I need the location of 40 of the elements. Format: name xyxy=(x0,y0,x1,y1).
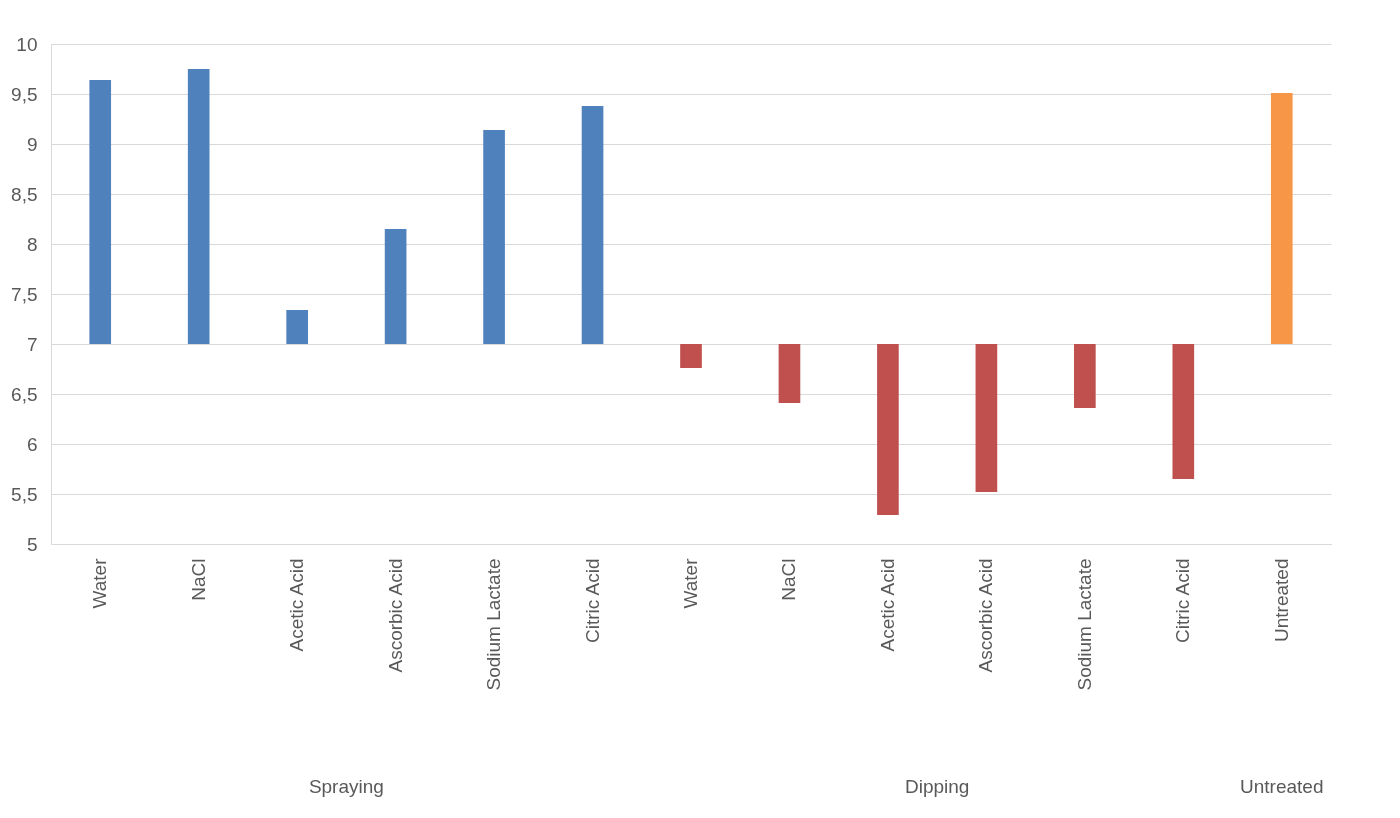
x-tick-label: Water xyxy=(680,557,701,609)
x-tick-label: Untreated xyxy=(1270,558,1292,642)
y-tick-label: 7,5 xyxy=(11,283,38,305)
x-tick-label: Ascorbic Acid xyxy=(975,558,997,673)
text: Untreated xyxy=(1240,776,1324,797)
y-tick-label: 6 xyxy=(26,433,38,455)
x-tick-label: Citric Acid xyxy=(1172,558,1194,643)
x-tick-label: Sodium Lactate xyxy=(1073,558,1095,691)
y-tick-label: 8 xyxy=(26,233,38,255)
y-tick-label: 5 xyxy=(26,533,38,555)
x-tick-label: Acetic Acid xyxy=(286,558,308,652)
bar xyxy=(483,130,505,344)
bar xyxy=(384,229,407,344)
bar xyxy=(1172,344,1195,479)
bar xyxy=(286,310,308,344)
x-tick-label: Sodium Lactate xyxy=(483,558,505,691)
x-tick-label: Ascorbic Acid xyxy=(384,558,406,673)
bar xyxy=(975,344,998,492)
x-tick-label: NaCl xyxy=(778,558,800,601)
x-tick-label: NaCl xyxy=(187,558,209,601)
x-tick-label: Citric Acid xyxy=(581,558,603,643)
y-tick-label: 7 xyxy=(26,333,38,355)
bar xyxy=(1270,93,1293,344)
y-tick-label: 8,5 xyxy=(11,183,38,205)
text: Dipping xyxy=(904,776,970,797)
bar xyxy=(89,80,112,344)
x-tick-label: Acetic Acid xyxy=(876,558,898,652)
y-tick-label: 9,5 xyxy=(11,83,38,105)
bar xyxy=(187,69,210,344)
bar xyxy=(778,344,801,403)
y-tick-label: 9 xyxy=(26,133,38,155)
bar xyxy=(581,106,604,344)
bar xyxy=(877,344,899,515)
y-tick-label: 6,5 xyxy=(11,383,38,405)
text: Spraying xyxy=(308,776,384,797)
bar xyxy=(680,344,702,368)
y-tick-label: 5,5 xyxy=(11,483,38,505)
y-tick-label: 10 xyxy=(16,33,38,55)
bar xyxy=(1074,344,1096,408)
x-tick-label: Water xyxy=(89,557,111,609)
